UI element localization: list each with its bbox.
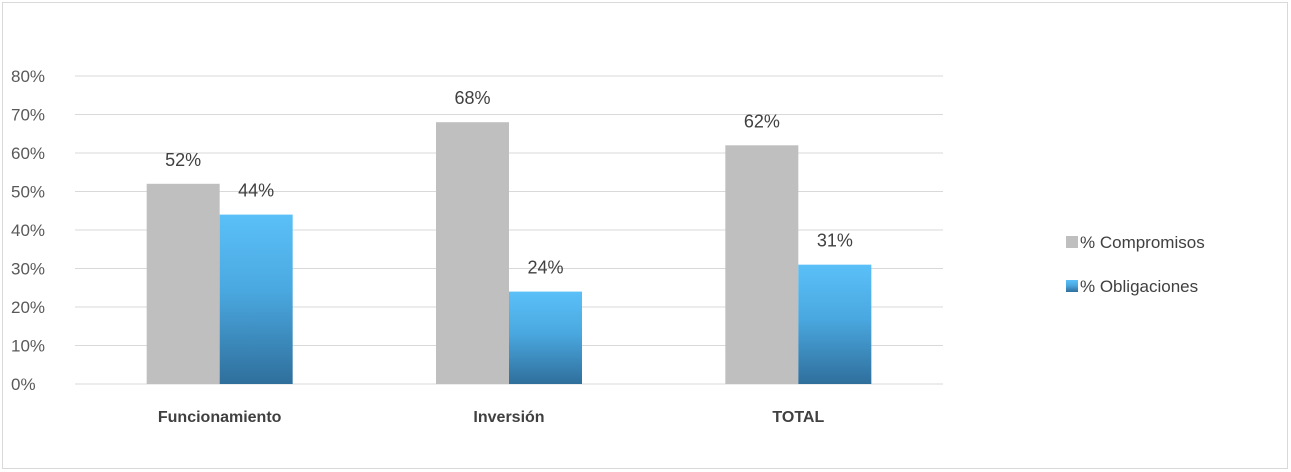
y-tick-label: 50% [11,183,45,202]
legend: % Compromisos % Obligaciones [1066,233,1205,296]
bar-obligaciones [219,214,293,384]
y-tick-label: 30% [11,260,45,279]
bar-obligaciones [509,291,582,384]
data-label: 44% [238,181,274,201]
y-tick-label: 20% [11,298,45,317]
bar-compromisos [436,122,509,384]
bar-compromisos [146,183,220,384]
category-label: Inversión [473,409,544,426]
data-label: 24% [527,258,563,278]
data-label: 31% [817,231,853,251]
legend-label: % Compromisos [1080,233,1205,252]
y-tick-label: 10% [11,337,45,356]
y-tick-label: 40% [11,221,45,240]
y-tick-label: 60% [11,144,45,163]
category-label: TOTAL [772,409,824,426]
bar-compromisos [725,145,799,384]
data-label: 52% [165,150,201,170]
bars [146,122,872,384]
legend-swatch [1066,280,1078,292]
y-tick-label: 70% [11,106,45,125]
y-tick-label: 80% [11,67,45,86]
data-labels: 52% 44% 68% 24% 62% 31% [165,88,853,277]
bar-chart: 0% 10% 20% 30% 40% 50% 60% 70% 80% 52% 44% 68% 24% 6… [11,67,1205,426]
y-axis-ticks: 0% 10% 20% 30% 40% 50% 60% 70% 80% [11,67,45,394]
category-labels: Funcionamiento Inversión TOTAL [158,409,825,426]
bar-obligaciones [798,264,872,384]
data-label: 68% [454,88,490,108]
legend-label: % Obligaciones [1080,277,1198,296]
data-label: 62% [744,111,780,131]
y-tick-label: 0% [11,375,36,394]
legend-swatch [1066,236,1078,248]
category-label: Funcionamiento [158,409,282,426]
